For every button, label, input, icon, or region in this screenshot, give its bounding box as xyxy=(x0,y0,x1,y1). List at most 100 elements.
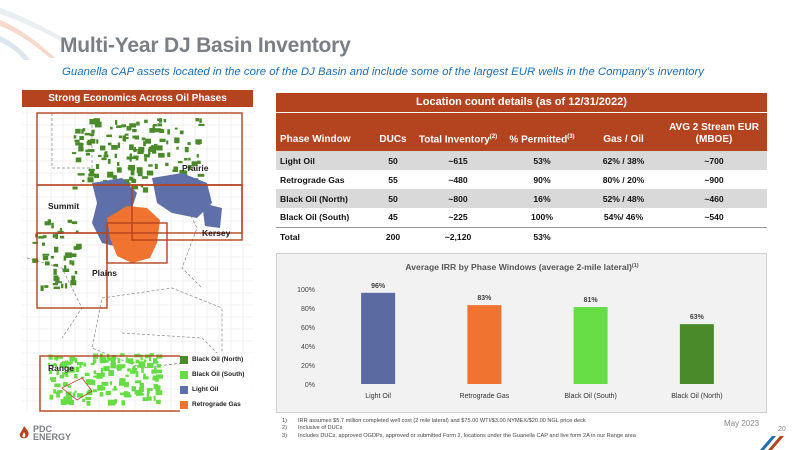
legend-label: Light Oil xyxy=(192,386,219,394)
cell-gas-oil xyxy=(586,226,661,246)
legend-swatch xyxy=(180,355,188,364)
logo-line-2: ENERGY xyxy=(33,432,72,442)
footnotes: 1) IRR assumes $5.7 million completed wel… xyxy=(282,418,636,440)
footnote: 1) IRR assumes $5.7 million completed wel… xyxy=(282,418,636,425)
chart-bar xyxy=(361,292,396,384)
table-title: Location count details (as of 12/31/2022… xyxy=(276,93,767,112)
footnote-text: IRR assumes $5.7 million completed well … xyxy=(298,418,586,424)
legend-label: Retrograde Gas xyxy=(192,401,241,409)
legend-item-black-oil-north: Black Oil (North) xyxy=(180,353,252,367)
cell-phase: Total xyxy=(276,226,368,246)
table-row: Retrograde Gas 55 ~480 90% 80% / 20% ~90… xyxy=(276,170,767,189)
irr-chart-svg: Average IRR by Phase Windows (average 2-… xyxy=(297,262,722,400)
y-tick-label: 20% xyxy=(301,363,315,370)
legend-label: Black Oil (South) xyxy=(192,371,245,379)
x-category-label: Light Oil xyxy=(365,393,391,400)
page-number: 20 xyxy=(778,426,786,433)
cell-inventory: ~480 xyxy=(418,170,498,189)
footnote: 2) Inclusive of DUCs xyxy=(282,425,636,432)
location-count-table: Phase Window DUCs Total Inventory(2) % P… xyxy=(276,113,767,246)
footnote-ref: (3) xyxy=(567,133,575,140)
footnote: 3) Includes DUCs, approved OGDPs, approve… xyxy=(282,433,636,440)
y-tick-label: 60% xyxy=(301,325,315,332)
legend-item-retrograde-gas: Retrograde Gas xyxy=(180,398,252,412)
y-tick-label: 100% xyxy=(297,287,315,294)
footnote-text: Inclusive of DUCs xyxy=(298,425,343,432)
cell-inventory: ~2,120 xyxy=(418,226,498,246)
footnote-number: 1) xyxy=(282,418,287,424)
map-label-summit: Summit xyxy=(48,201,80,211)
table-header-row: Phase Window DUCs Total Inventory(2) % P… xyxy=(276,113,767,151)
chart-bar xyxy=(679,324,714,384)
footnote-ref: (2) xyxy=(489,133,498,140)
legend-item-light-oil: Light Oil xyxy=(180,383,252,397)
cell-phase: Black Oil (North) xyxy=(276,189,368,208)
footnote-text: Includes DUCs, approved OGDPs, approved … xyxy=(298,432,636,439)
col-header-eur: AVG 2 Stream EUR (MBOE) xyxy=(661,113,767,151)
col-header-inventory: Total Inventory(2) xyxy=(418,113,498,151)
company-logo: PDC ENERGY xyxy=(18,424,72,442)
cell-ducs: 200 xyxy=(368,226,418,246)
cell-permitted: 53% xyxy=(498,226,586,246)
header-swoosh-decoration xyxy=(0,8,70,60)
cell-ducs: 55 xyxy=(368,170,418,189)
y-tick-label: 80% xyxy=(301,306,315,313)
cell-gas-oil: 62% / 38% xyxy=(586,151,661,170)
legend-swatch xyxy=(180,385,188,394)
cell-inventory: ~800 xyxy=(418,189,498,208)
map-label-prairie: Prairie xyxy=(182,163,209,173)
chart-bar xyxy=(467,305,502,384)
col-header-permitted: % Permitted(3) xyxy=(498,113,586,151)
table-total-row: Total 200 ~2,120 53% xyxy=(276,226,767,246)
col-header-inventory-text: Total Inventory xyxy=(418,134,490,145)
corner-decoration xyxy=(760,436,784,450)
presentation-date: May 2023 xyxy=(724,419,760,428)
legend-swatch xyxy=(180,400,188,409)
cell-ducs: 50 xyxy=(368,189,418,208)
cell-gas-oil: 54%/ 46% xyxy=(586,208,661,227)
page-title: Multi-Year DJ Basin Inventory xyxy=(60,34,351,57)
legend-label: Black Oil (North) xyxy=(192,356,244,364)
cell-eur: ~700 xyxy=(661,151,767,170)
cell-eur xyxy=(661,226,767,246)
chart-title-note: (1) xyxy=(632,263,639,269)
cell-ducs: 50 xyxy=(368,151,418,170)
legend-swatch xyxy=(180,370,188,379)
bar-value-label: 96% xyxy=(371,283,386,290)
table-row: Light Oil 50 ~615 53% 62% / 38% ~700 xyxy=(276,151,767,170)
y-tick-label: 40% xyxy=(301,344,315,351)
col-header-phase: Phase Window xyxy=(276,113,368,151)
cell-inventory: ~615 xyxy=(418,151,498,170)
y-tick-label: 0% xyxy=(305,382,315,389)
map-label-plains: Plains xyxy=(92,268,118,278)
cell-eur: ~460 xyxy=(661,189,767,208)
cell-eur: ~900 xyxy=(661,170,767,189)
map-legend: Black Oil (North) Black Oil (South) Ligh… xyxy=(180,353,252,413)
cell-ducs: 45 xyxy=(368,208,418,227)
col-header-ducs: DUCs xyxy=(368,113,418,151)
bar-value-label: 63% xyxy=(690,314,705,321)
table-row: Black Oil (North) 50 ~800 16% 52% / 48% … xyxy=(276,189,767,208)
footnote-number: 2) xyxy=(282,425,287,432)
flame-icon xyxy=(19,426,29,439)
table-row: Black Oil (South) 45 ~225 100% 54%/ 46% … xyxy=(276,208,767,227)
cell-phase: Black Oil (South) xyxy=(276,208,368,227)
basin-map: Prairie Summit Kersey Plains Range Black… xyxy=(22,108,253,413)
chart-title: Average IRR by Phase Windows (average 2-… xyxy=(405,262,638,272)
cell-phase: Light Oil xyxy=(276,151,368,170)
bar-value-label: 81% xyxy=(584,297,599,304)
legend-item-black-oil-south: Black Oil (South) xyxy=(180,368,252,382)
bar-value-label: 83% xyxy=(477,295,492,302)
map-label-kersey: Kersey xyxy=(202,228,231,238)
logo-line-1: PDC xyxy=(33,424,53,434)
cell-inventory: ~225 xyxy=(418,208,498,227)
cell-permitted: 100% xyxy=(498,208,586,227)
col-header-gas-oil: Gas / Oil xyxy=(586,113,661,151)
irr-chart: Average IRR by Phase Windows (average 2-… xyxy=(276,253,767,413)
cell-phase: Retrograde Gas xyxy=(276,170,368,189)
x-category-label: Black Oil (North) xyxy=(671,393,722,400)
page-subtitle: Guanella CAP assets located in the core … xyxy=(62,66,705,78)
cell-permitted: 16% xyxy=(498,189,586,208)
cell-gas-oil: 80% / 20% xyxy=(586,170,661,189)
x-category-label: Retrograde Gas xyxy=(459,393,509,400)
